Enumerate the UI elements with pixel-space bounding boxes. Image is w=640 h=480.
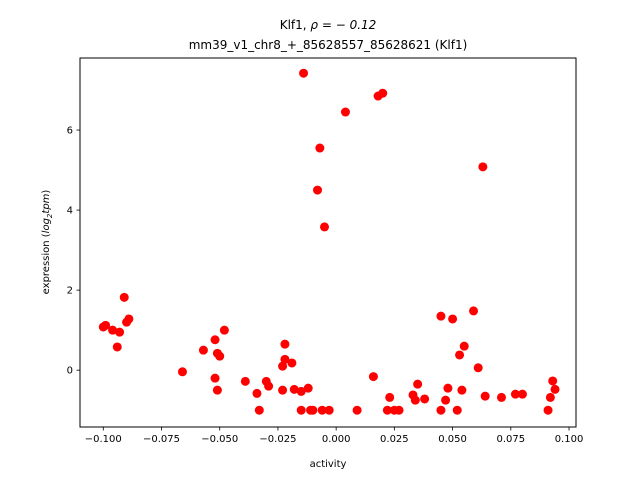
data-point (436, 311, 446, 321)
data-point (119, 292, 129, 302)
y-tick-label: 2 (67, 286, 73, 297)
data-point (548, 376, 558, 386)
data-point (368, 372, 378, 382)
data-point (543, 405, 553, 415)
data-point (254, 405, 264, 415)
data-point (215, 351, 225, 361)
data-point (394, 405, 404, 415)
data-point (308, 405, 318, 415)
data-point (480, 391, 490, 401)
data-point (413, 379, 423, 389)
data-point (473, 363, 483, 373)
x-axis-ticks: −0.100 −0.075 −0.050 −0.025 0.000 0.025 0.050 0… (85, 427, 584, 445)
data-point (324, 405, 334, 415)
y-tick-label: 4 (67, 206, 73, 217)
data-point (198, 345, 208, 355)
data-point (112, 342, 122, 352)
x-tick-label: 0.025 (380, 434, 409, 445)
data-point (296, 386, 306, 396)
data-point (441, 395, 451, 405)
data-point (550, 384, 560, 394)
data-point (212, 385, 222, 395)
data-point (296, 405, 306, 415)
data-point (240, 376, 250, 386)
y-axis-label: expression (log2tpm) (41, 190, 54, 295)
data-point (317, 405, 327, 415)
data-point (315, 143, 325, 153)
data-point (378, 88, 388, 98)
data-point (436, 405, 446, 415)
data-point (420, 394, 430, 404)
x-axis-label: activity (310, 459, 347, 470)
data-point (510, 389, 520, 399)
x-tick-label: −0.075 (143, 434, 180, 445)
x-tick-label: 0.100 (555, 434, 584, 445)
data-point (452, 405, 462, 415)
data-point (124, 314, 134, 324)
data-point (115, 327, 125, 337)
data-point (478, 162, 488, 172)
data-point (382, 405, 392, 415)
data-point (287, 358, 297, 368)
y-axis-ticks: 0 2 4 6 (67, 126, 80, 377)
data-point (459, 341, 469, 351)
y-tick-label: 6 (67, 126, 73, 137)
data-point (101, 320, 111, 330)
x-tick-label: 0.075 (496, 434, 525, 445)
data-point (303, 383, 313, 393)
data-point (108, 325, 118, 335)
x-tick-label: 0.050 (438, 434, 467, 445)
x-tick-label: −0.025 (259, 434, 296, 445)
x-tick-label: 0.000 (322, 434, 351, 445)
data-point (280, 339, 290, 349)
data-point (219, 325, 229, 335)
y-tick-label: 0 (67, 366, 73, 377)
data-point (177, 367, 187, 377)
data-point (517, 389, 527, 399)
data-point (210, 373, 220, 383)
data-point (299, 68, 309, 78)
data-point (340, 107, 350, 117)
data-point (469, 306, 479, 316)
plot-area-frame (79, 57, 577, 428)
data-point (385, 392, 395, 402)
data-point (264, 381, 274, 391)
data-point (448, 314, 458, 324)
chart-title-line2: mm39_v1_chr8_+_85628557_85628621 (Klf1) (189, 38, 468, 52)
x-tick-label: −0.100 (85, 434, 122, 445)
data-point (410, 395, 420, 405)
data-point (457, 385, 467, 395)
data-point (278, 385, 288, 395)
chart-title-line1: Klf1, ρ = − 0.12 (280, 18, 377, 32)
data-point (320, 222, 330, 232)
data-point (352, 405, 362, 415)
data-point (280, 354, 290, 364)
data-point (455, 350, 465, 360)
data-point (545, 392, 555, 402)
data-point (443, 383, 453, 393)
data-point (210, 335, 220, 345)
data-points (98, 68, 560, 415)
data-point (496, 392, 506, 402)
data-point (289, 384, 299, 394)
x-tick-label: −0.050 (201, 434, 238, 445)
data-point (252, 388, 262, 398)
data-point (313, 185, 323, 195)
data-point (278, 361, 288, 371)
